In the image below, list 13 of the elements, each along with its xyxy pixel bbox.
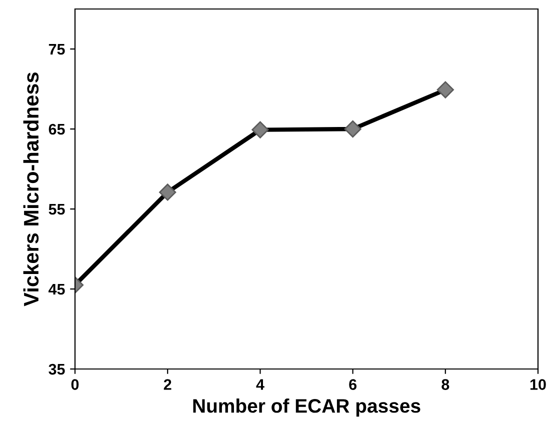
y-tick-label: 35 [48, 364, 65, 375]
x-tick-label: 2 [164, 379, 172, 390]
y-tick-label: 65 [48, 124, 65, 135]
y-tick-label: 45 [48, 284, 65, 295]
x-tick-label: 8 [442, 379, 450, 390]
y-axis-title: Vickers Micro-hardness [23, 72, 39, 306]
y-tick-label: 75 [48, 44, 65, 55]
x-tick-label: 0 [71, 379, 79, 390]
x-tick-label: 10 [530, 379, 546, 390]
y-tick-label: 55 [48, 204, 65, 215]
x-tick-label: 4 [256, 379, 264, 390]
x-axis-title: Number of ECAR passes [193, 398, 420, 417]
x-tick-label: 6 [349, 379, 356, 390]
